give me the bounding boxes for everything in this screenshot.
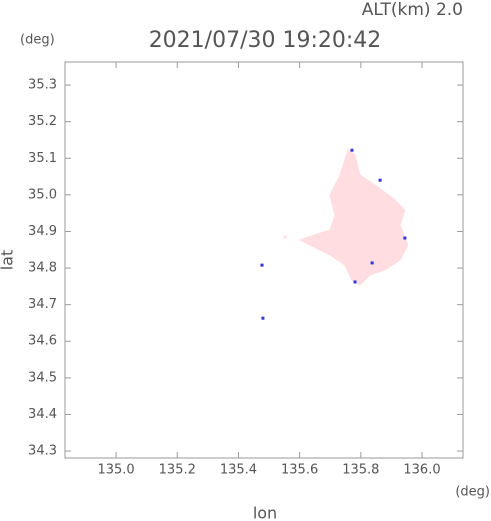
echo-point: [353, 280, 357, 284]
y-tick-label: 34.8: [28, 261, 57, 276]
x-tick-label: 135.8: [342, 463, 379, 478]
y-tick-label: 34.4: [28, 407, 57, 422]
x-tick-label: 135.6: [281, 463, 318, 478]
y-unit: (deg): [20, 33, 55, 48]
echo-point: [260, 263, 264, 267]
x-tick-label: 136.0: [403, 463, 440, 478]
y-tick-label: 35.0: [28, 187, 57, 202]
y-tick-label: 34.9: [28, 224, 57, 239]
chart-title: 2021/07/30 19:20:42: [149, 28, 382, 53]
x-label: lon: [253, 504, 277, 521]
y-tick-label: 34.5: [28, 370, 57, 385]
echo-point: [283, 235, 287, 239]
echo-point: [403, 236, 407, 240]
x-tick-label: 135.0: [97, 463, 134, 478]
echo-point: [261, 316, 265, 320]
y-tick-label: 34.6: [28, 334, 57, 349]
echo-point: [370, 261, 374, 265]
echo-area: [298, 149, 409, 286]
y-tick-label: 35.3: [28, 78, 57, 93]
echo-point: [378, 178, 382, 182]
x-tick-label: 135.2: [159, 463, 196, 478]
y-tick-label: 35.1: [28, 151, 57, 166]
y-tick-label: 34.7: [28, 297, 57, 312]
y-label: lat: [0, 250, 17, 271]
x-tick-label: 135.4: [220, 463, 257, 478]
subtitle: ALT(km) 2.0: [362, 0, 463, 20]
y-tick-label: 34.3: [28, 444, 57, 459]
y-tick-label: 35.2: [28, 114, 57, 129]
echo-point: [350, 148, 354, 152]
x-unit: (deg): [455, 485, 490, 500]
plot-frame: [64, 61, 464, 459]
